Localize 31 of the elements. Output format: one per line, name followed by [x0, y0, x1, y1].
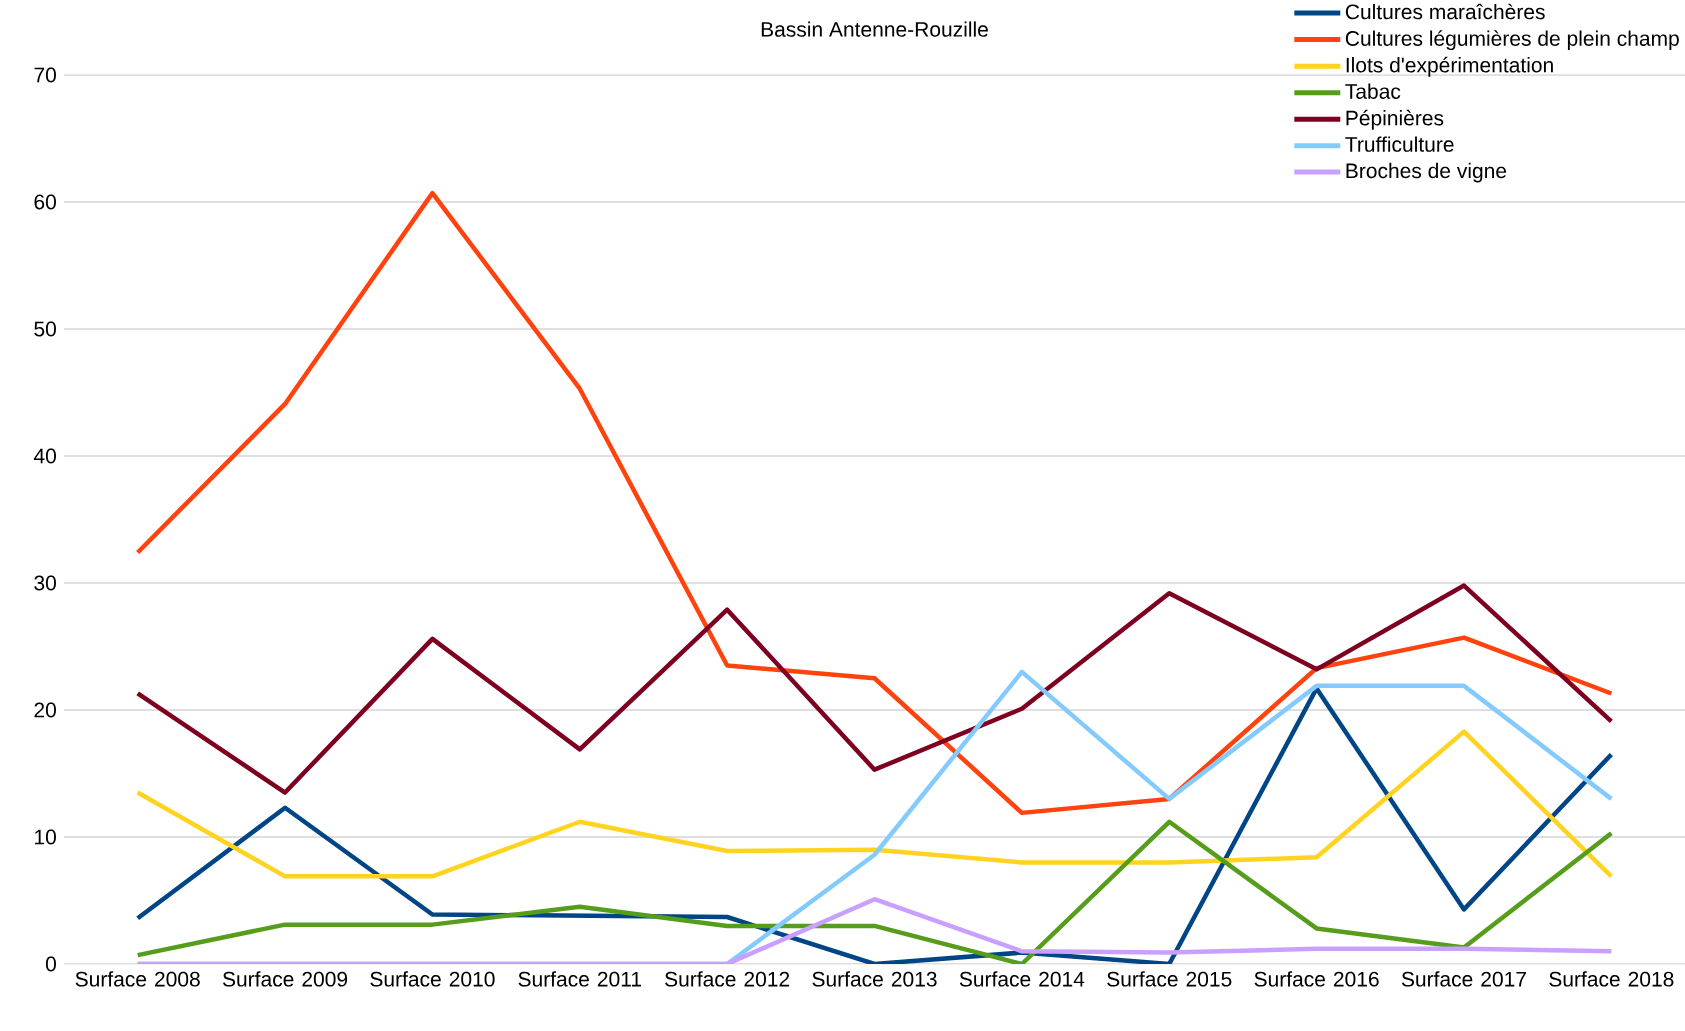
legend-label: Cultures maraîchères [1345, 3, 1545, 20]
y-tick-label: 30 [34, 575, 56, 591]
y-tick-label: 40 [33, 448, 56, 464]
x-tick-label: Surface 2012 [665, 971, 790, 987]
y-tick-label: 60 [34, 194, 56, 210]
chart-title: Bassin Antenne-Rouzille [761, 21, 988, 37]
y-tick-label: 0 [45, 956, 56, 972]
x-tick-label: Surface 2015 [1107, 971, 1232, 987]
y-tick-label: 10 [35, 829, 56, 845]
y-tick-label: 20 [34, 702, 56, 718]
line-series [135, 819, 1614, 964]
x-tick-label: Surface 2009 [222, 971, 348, 987]
y-tick-label: 70 [34, 67, 56, 83]
legend-label: Tabac [1345, 83, 1401, 99]
line-series [135, 190, 1614, 816]
y-tick-label: 50 [34, 321, 56, 337]
x-tick-label: Surface 2011 [518, 971, 642, 987]
x-tick-label: Surface 2013 [812, 971, 937, 987]
legend-label: Ilots d'expérimentation [1346, 56, 1553, 77]
legend-label: Cultures légumières de plein champ [1345, 30, 1679, 51]
legend-label: Trufficulture [1345, 136, 1454, 152]
line-series [135, 729, 1614, 879]
x-tick-label: Surface 2014 [959, 971, 1085, 987]
x-tick-label: Surface 2018 [1549, 971, 1674, 987]
x-tick-label: Surface 2008 [75, 971, 200, 987]
x-tick-label: Surface 2016 [1254, 971, 1379, 987]
x-tick-label: Surface 2017 [1401, 971, 1526, 987]
legend-label: Broches de vigne [1346, 162, 1507, 183]
legend-label: Pépinières [1346, 109, 1444, 130]
x-tick-label: Surface 2010 [370, 971, 495, 987]
line-series [135, 583, 1614, 795]
